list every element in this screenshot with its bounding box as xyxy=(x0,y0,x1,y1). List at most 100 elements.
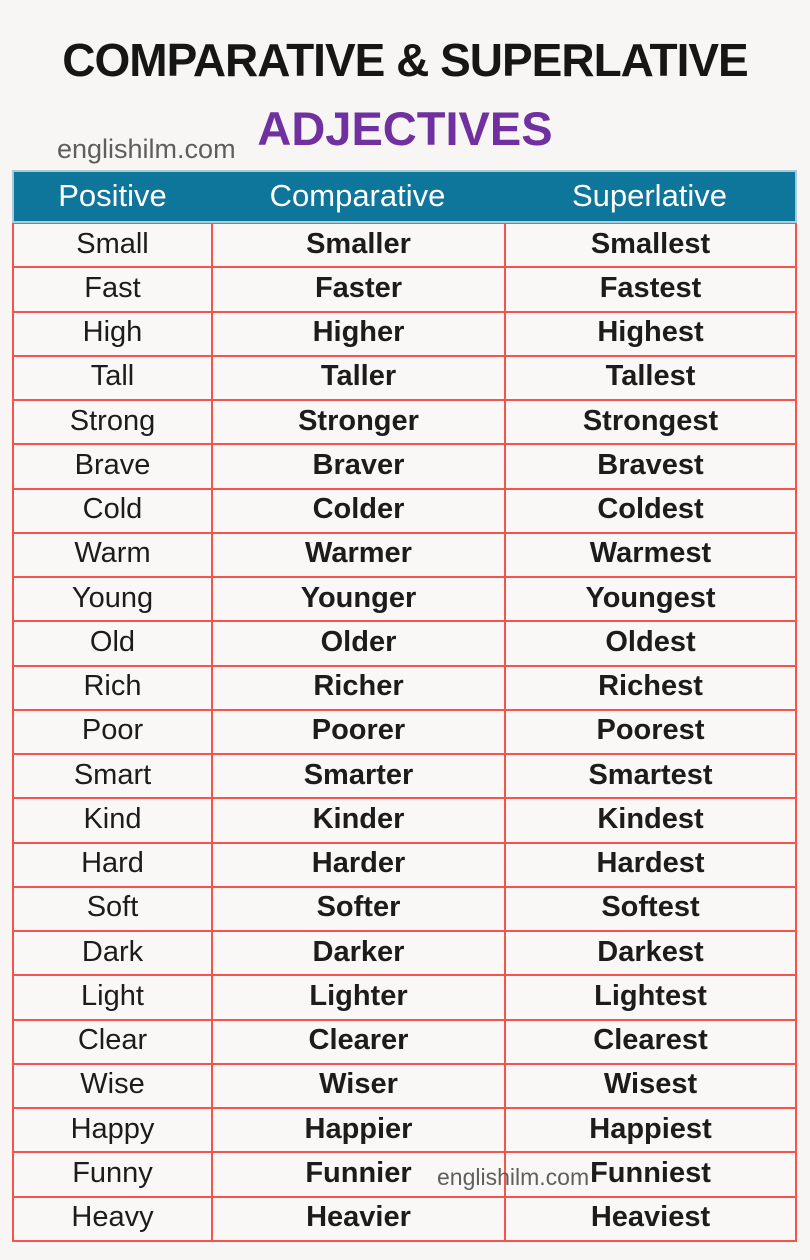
superlative-cell: Clearest xyxy=(504,1020,795,1063)
table-row: Heavy Heavier Heaviest xyxy=(14,1197,795,1242)
positive-cell: Brave xyxy=(74,448,151,481)
comparative-cell: Stronger xyxy=(211,401,504,444)
positive-cell: Tall xyxy=(90,360,135,393)
positive-cell: Heavy xyxy=(71,1201,154,1234)
watermark-middle: englishilm.com xyxy=(437,1164,590,1190)
comparative-cell: Darker xyxy=(211,932,504,975)
positive-cell: Funny xyxy=(72,1156,153,1189)
table-row: High Higher Highest xyxy=(14,312,795,357)
positive-cell: Warm xyxy=(74,537,151,570)
table-row: Tall Taller Tallest xyxy=(14,356,795,401)
comparative-cell: Smaller xyxy=(211,224,504,267)
positive-cell: Small xyxy=(76,227,149,260)
table-row: Smart Smarter Smartest xyxy=(14,755,795,800)
positive-cell: Old xyxy=(89,625,136,658)
table-row: Kind Kinder Kindest xyxy=(14,799,795,844)
superlative-cell: Strongest xyxy=(504,401,795,444)
comparative-cell: Smarter xyxy=(211,755,504,798)
superlative-cell: Warmest xyxy=(504,533,795,576)
positive-cell: Wise xyxy=(80,1068,145,1101)
table-row: Rich Richer Richest xyxy=(14,666,795,711)
comparative-cell: Younger xyxy=(211,578,504,621)
superlative-cell: Oldest xyxy=(504,622,795,665)
superlative-cell: Bravest xyxy=(504,445,795,488)
comparative-cell: Heavier xyxy=(211,1197,504,1240)
positive-cell: Strong xyxy=(69,404,156,437)
table-header-row: Positive Comparative Superlative xyxy=(12,170,797,223)
superlative-cell: Poorest xyxy=(504,710,795,753)
comparative-cell: Poorer xyxy=(211,710,504,753)
page-subtitle: ADJECTIVES xyxy=(257,102,553,155)
table-row: Old Older Oldest xyxy=(14,622,795,667)
column-header-superlative: Superlative xyxy=(571,178,728,213)
comparative-cell: Higher xyxy=(211,312,504,355)
table-row: Hard Harder Hardest xyxy=(14,843,795,888)
superlative-cell: Softest xyxy=(504,887,795,930)
table-row: Warm Warmer Warmest xyxy=(14,533,795,578)
table-row: Funny Funnier Funniest xyxy=(14,1153,795,1198)
comparative-cell: Taller xyxy=(211,356,504,399)
superlative-cell: Highest xyxy=(504,312,795,355)
positive-cell: Young xyxy=(71,581,154,614)
page-title: COMPARATIVE & SUPERLATIVE xyxy=(62,34,748,86)
superlative-cell: Tallest xyxy=(504,356,795,399)
table-row: Cold Colder Coldest xyxy=(14,489,795,534)
table-row: Clear Clearer Clearest xyxy=(14,1020,795,1065)
superlative-cell: Youngest xyxy=(504,578,795,621)
table-row: Poor Poorer Poorest xyxy=(14,710,795,755)
comparative-cell: Kinder xyxy=(211,799,504,842)
comparative-cell: Faster xyxy=(211,268,504,311)
comparative-cell: Wiser xyxy=(211,1064,504,1107)
superlative-cell: Lightest xyxy=(504,976,795,1019)
table-row: Wise Wiser Wisest xyxy=(14,1064,795,1109)
table-body: Small Smaller Smallest Fast Faster Fastest Hig… xyxy=(12,223,797,1242)
comparative-cell: Funnier xyxy=(211,1153,504,1196)
comparative-cell: Softer xyxy=(211,887,504,930)
superlative-cell: Smartest xyxy=(504,755,795,798)
adjectives-table: Positive Comparative Superlative Small Sm… xyxy=(12,170,797,1242)
positive-cell: High xyxy=(82,316,143,349)
comparative-cell: Braver xyxy=(211,445,504,488)
table-row: Small Smaller Smallest xyxy=(14,224,795,269)
comparative-cell: Lighter xyxy=(211,976,504,1019)
superlative-cell: Kindest xyxy=(504,799,795,842)
positive-cell: Dark xyxy=(81,935,144,968)
positive-cell: Soft xyxy=(86,891,139,924)
positive-cell: Rich xyxy=(83,670,142,703)
table-row: Light Lighter Lightest xyxy=(14,976,795,1021)
comparative-cell: Clearer xyxy=(211,1020,504,1063)
superlative-cell: Wisest xyxy=(504,1064,795,1107)
positive-cell: Clear xyxy=(77,1024,148,1057)
table-row: Happy Happier Happiest xyxy=(14,1109,795,1154)
table-row: Young Younger Youngest xyxy=(14,578,795,623)
superlative-cell: Coldest xyxy=(504,489,795,532)
column-header-positive: Positive xyxy=(58,178,167,213)
positive-cell: Light xyxy=(81,979,144,1012)
column-header-comparative: Comparative xyxy=(269,178,446,213)
superlative-cell: Smallest xyxy=(504,224,795,267)
table-row: Fast Faster Fastest xyxy=(14,268,795,313)
watermark-top: englishilm.com xyxy=(57,134,236,164)
superlative-cell: Happiest xyxy=(504,1109,795,1152)
table-row: Brave Braver Bravest xyxy=(14,445,795,490)
comparative-cell: Warmer xyxy=(211,533,504,576)
comparative-cell: Older xyxy=(211,622,504,665)
superlative-cell: Richest xyxy=(504,666,795,709)
comparative-cell: Colder xyxy=(211,489,504,532)
superlative-cell: Fastest xyxy=(504,268,795,311)
table-row: Dark Darker Darkest xyxy=(14,932,795,977)
comparative-cell: Harder xyxy=(211,843,504,886)
table-row: Strong Stronger Strongest xyxy=(14,401,795,446)
positive-cell: Kind xyxy=(83,802,142,835)
superlative-cell: Funniest xyxy=(504,1153,795,1196)
table-row: Soft Softer Softest xyxy=(14,887,795,932)
positive-cell: Poor xyxy=(81,714,144,747)
positive-cell: Hard xyxy=(81,847,144,880)
superlative-cell: Hardest xyxy=(504,843,795,886)
comparative-cell: Richer xyxy=(211,666,504,709)
positive-cell: Cold xyxy=(82,493,143,526)
positive-cell: Happy xyxy=(70,1112,155,1145)
positive-cell: Fast xyxy=(84,271,141,304)
superlative-cell: Darkest xyxy=(504,932,795,975)
